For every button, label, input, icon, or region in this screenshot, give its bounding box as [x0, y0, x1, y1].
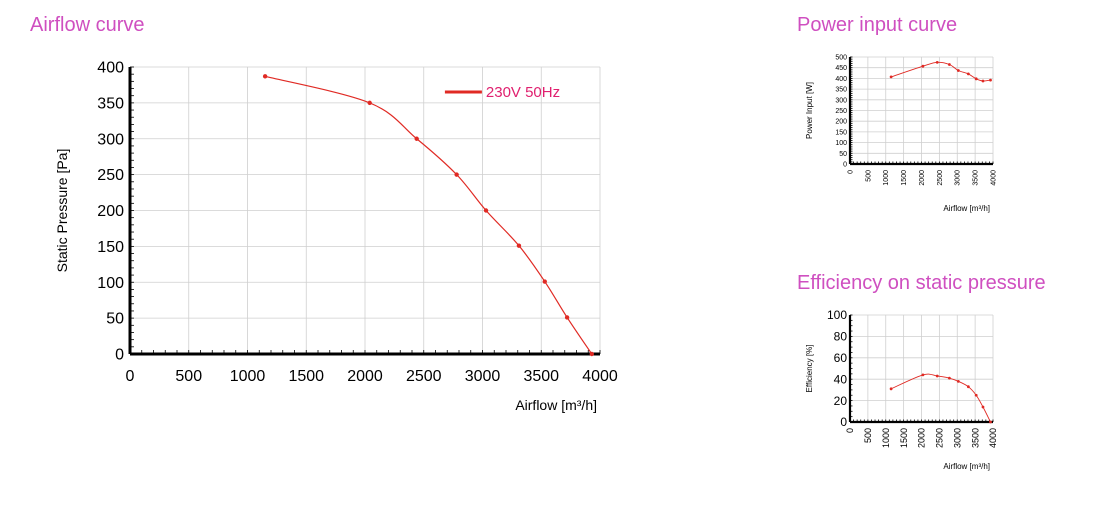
data-point — [921, 373, 925, 377]
y-tick-label: 300 — [97, 131, 124, 148]
x-tick-label: 1500 — [899, 428, 909, 448]
x-tick-label: 2500 — [406, 368, 442, 385]
y-tick-label: 150 — [97, 239, 124, 256]
x-tick-label: 0 — [126, 368, 135, 385]
y-axis-label: Power Input [W] — [805, 82, 814, 139]
data-point — [454, 172, 459, 177]
x-tick-label: 4000 — [988, 428, 998, 448]
y-tick-label: 300 — [835, 97, 847, 104]
data-point — [947, 63, 951, 66]
data-point — [974, 393, 978, 397]
x-tick-label: 1000 — [230, 368, 266, 385]
y-tick-label: 0 — [843, 161, 847, 168]
x-tick-label: 500 — [865, 170, 872, 182]
y-tick-label: 80 — [834, 330, 848, 344]
y-tick-label: 100 — [97, 275, 124, 292]
x-tick-label: 1000 — [883, 170, 890, 186]
y-tick-label: 40 — [834, 372, 848, 386]
legend-label: 230V 50Hz — [486, 84, 560, 101]
y-tick-label: 0 — [115, 347, 124, 364]
data-point — [889, 387, 893, 391]
series-line — [264, 75, 593, 355]
y-tick-label: 0 — [840, 415, 847, 429]
data-point — [935, 374, 939, 378]
x-axis-label: Airflow [m³/h] — [515, 397, 597, 413]
y-tick-label: 200 — [835, 119, 847, 126]
x-tick-label: 2500 — [937, 170, 944, 186]
x-tick-label: 3000 — [465, 368, 501, 385]
y-tick-label: 400 — [97, 60, 124, 77]
data-point — [981, 79, 985, 83]
x-axis-label: Airflow [m³/h] — [943, 204, 990, 213]
x-tick-label: 2000 — [347, 368, 383, 385]
data-point — [989, 420, 992, 424]
data-point — [564, 315, 570, 320]
y-tick-label: 250 — [835, 108, 847, 115]
data-point — [935, 60, 939, 64]
data-point — [966, 72, 970, 76]
y-axis-label: Static Pressure [Pa] — [54, 149, 70, 273]
x-tick-label: 3500 — [523, 368, 559, 385]
data-point — [542, 279, 547, 284]
x-tick-label: 4000 — [990, 170, 997, 186]
x-tick-label: 500 — [863, 428, 873, 443]
x-tick-label: 2500 — [935, 428, 945, 448]
x-tick-label: 3000 — [952, 428, 962, 448]
data-point — [889, 75, 893, 79]
y-tick-label: 350 — [97, 95, 124, 112]
airflow-chart-title: Airflow curve — [30, 14, 145, 36]
data-point — [974, 77, 978, 81]
series-line — [890, 373, 991, 423]
data-point — [921, 64, 925, 68]
data-point — [989, 78, 992, 82]
data-point — [589, 351, 594, 357]
efficiency-chart-title: Efficiency on static pressure — [797, 272, 1046, 294]
x-tick-label: 0 — [847, 170, 854, 174]
data-point — [947, 376, 951, 380]
x-tick-label: 0 — [845, 428, 855, 433]
data-point — [483, 208, 489, 213]
y-tick-label: 50 — [839, 151, 847, 158]
y-tick-label: 200 — [97, 203, 124, 220]
y-tick-label: 150 — [835, 129, 847, 136]
power-chart-title: Power input curve — [797, 14, 958, 36]
x-tick-label: 1500 — [288, 368, 324, 385]
x-tick-label: 3500 — [973, 170, 980, 186]
data-point — [981, 405, 985, 409]
y-tick-label: 50 — [106, 311, 124, 328]
data-point — [262, 74, 268, 79]
x-axis-label: Airflow [m³/h] — [943, 462, 990, 471]
y-tick-label: 400 — [835, 76, 847, 83]
y-tick-label: 500 — [835, 54, 847, 61]
x-tick-label: 500 — [175, 368, 202, 385]
y-tick-label: 100 — [835, 140, 847, 147]
data-point — [516, 243, 522, 248]
y-tick-label: 350 — [835, 87, 847, 94]
data-point — [956, 379, 960, 383]
data-point — [956, 69, 960, 72]
data-point — [367, 100, 372, 106]
x-tick-label: 3000 — [955, 170, 962, 186]
power-chart: 0 50 100 150 200 250 300 350 400 450 500 0 500 1000 15… — [805, 54, 997, 213]
y-tick-label: 100 — [827, 308, 847, 322]
y-tick-label: 60 — [834, 351, 848, 365]
x-tick-label: 2000 — [919, 170, 926, 186]
data-point — [414, 136, 419, 141]
x-tick-label: 1500 — [901, 170, 908, 186]
x-tick-label: 4000 — [582, 368, 618, 385]
y-tick-label: 450 — [835, 65, 847, 72]
x-tick-label: 3500 — [970, 428, 980, 448]
y-tick-label: 20 — [834, 394, 848, 408]
x-tick-label: 2000 — [917, 428, 927, 448]
x-tick-label: 1000 — [881, 428, 891, 448]
y-axis-label: Efficiency [%] — [805, 345, 814, 393]
data-point — [966, 385, 970, 389]
y-tick-label: 250 — [97, 167, 124, 184]
